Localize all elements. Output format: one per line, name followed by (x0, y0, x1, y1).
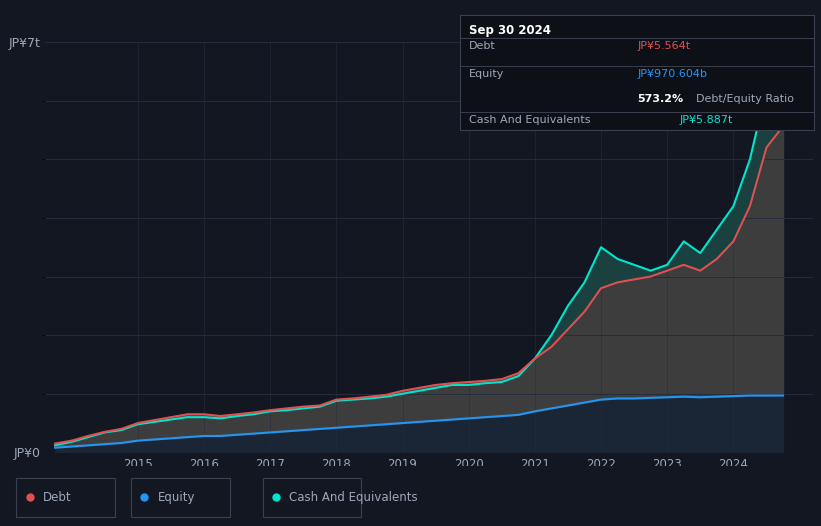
Text: Debt/Equity Ratio: Debt/Equity Ratio (695, 94, 794, 104)
Text: Sep 30 2024: Sep 30 2024 (469, 24, 551, 37)
Text: JP¥5.564t: JP¥5.564t (637, 42, 690, 52)
Text: Equity: Equity (469, 69, 504, 79)
FancyBboxPatch shape (263, 478, 361, 517)
Text: JP¥5.887t: JP¥5.887t (680, 115, 733, 125)
Text: Cash And Equivalents: Cash And Equivalents (469, 115, 590, 125)
FancyBboxPatch shape (131, 478, 230, 517)
FancyBboxPatch shape (16, 478, 115, 517)
Text: 573.2%: 573.2% (637, 94, 683, 104)
Text: JP¥970.604b: JP¥970.604b (637, 69, 707, 79)
Text: Debt: Debt (43, 491, 71, 504)
Text: Cash And Equivalents: Cash And Equivalents (289, 491, 418, 504)
Text: Debt: Debt (469, 42, 495, 52)
Text: Equity: Equity (158, 491, 195, 504)
